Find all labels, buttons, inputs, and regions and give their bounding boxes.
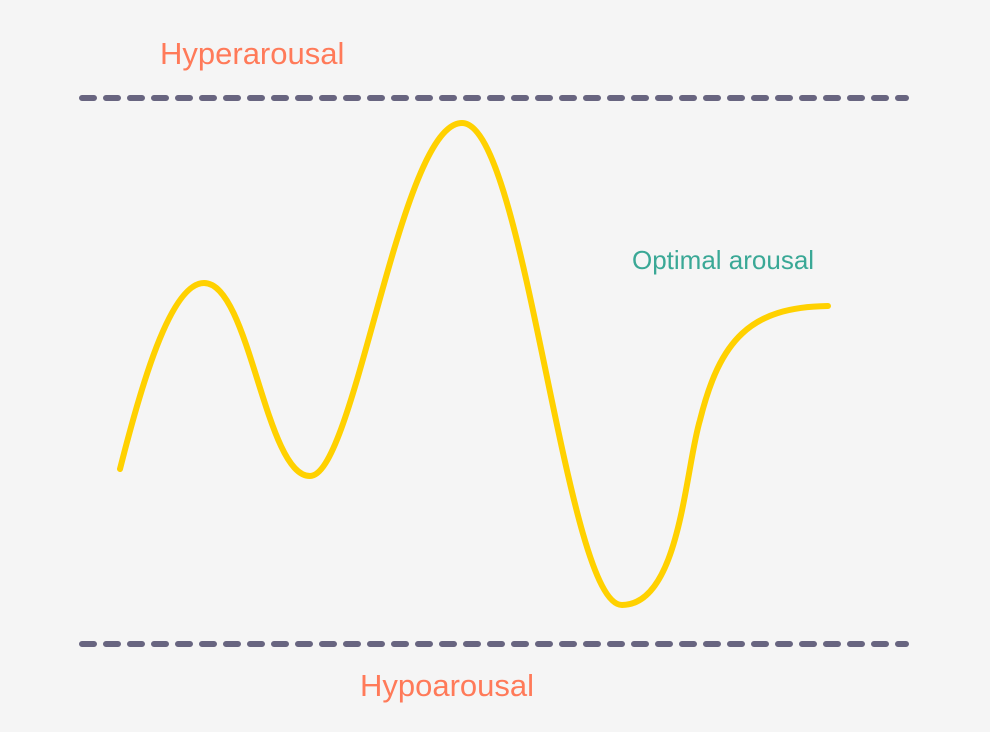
arousal-curve — [117, 120, 831, 608]
hyperarousal-label: Hyperarousal — [160, 36, 345, 71]
hypoarousal-label: Hypoarousal — [360, 668, 535, 703]
optimal-arousal-label: Optimal arousal — [632, 245, 815, 275]
